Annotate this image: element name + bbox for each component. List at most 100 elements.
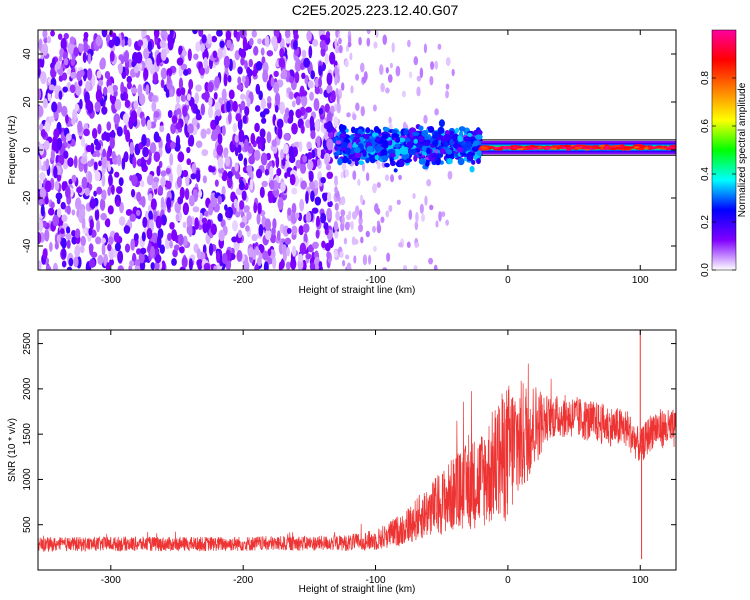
spectrogram-cell [201, 34, 207, 44]
spectrogram-cell [283, 133, 291, 141]
spectrogram-cell [200, 128, 207, 139]
spectrogram-cell [449, 130, 454, 136]
spectrogram-cell [248, 58, 253, 68]
snr-x-tick-label: 0 [505, 575, 511, 586]
spectrogram-cell [608, 147, 617, 150]
spectrogram-cell [259, 111, 265, 118]
spectrogram-cell [143, 67, 149, 81]
spectrogram-cell [293, 39, 298, 50]
spectrogram-cell [170, 123, 177, 135]
colorbar-tick-label: 0.8 [700, 71, 711, 85]
spectrogram-cell [176, 176, 183, 188]
spectrogram-cell [274, 92, 281, 106]
spectrogram-cell [284, 107, 290, 117]
spectrogram-cell [306, 141, 312, 150]
spectrogram-cell [408, 71, 413, 79]
snr-y-tick-label: 1500 [22, 423, 33, 446]
spectrogram-cell [377, 128, 382, 134]
spectrogram-cell [169, 30, 174, 40]
spectrogram-cell [53, 165, 58, 179]
spectrogram-cell [372, 183, 377, 194]
colorbar-label: Normalized spectral amplitude [737, 82, 748, 217]
spectrogram-cell [192, 30, 198, 35]
spectrogram-cell [348, 210, 352, 218]
spectrogram-cell [261, 117, 267, 124]
spectrogram-cell [151, 181, 158, 190]
snr-y-tick-label: 2500 [22, 332, 33, 355]
spectrogram-cell [123, 124, 128, 136]
spectrogram-cell [414, 242, 420, 248]
spectrogram-cell [63, 58, 69, 66]
spectrogram-cell [38, 67, 41, 77]
spectrogram-cell [305, 211, 312, 223]
spectrogram-cell [123, 51, 129, 64]
spectrogram-cell [178, 77, 184, 91]
spectrogram-cell [347, 159, 352, 165]
spectrogram-cell [303, 57, 311, 68]
spectrogram-cell [88, 227, 93, 236]
spectrogram-cell [87, 171, 93, 184]
spectrogram-cell [418, 125, 424, 131]
spectrogram-cell [353, 147, 361, 154]
spectrogram-cell [141, 38, 149, 49]
spectrogram-cell [126, 75, 133, 84]
spectrogram-cell [223, 147, 229, 159]
spectrogram-cell [94, 208, 100, 221]
spectrogram-cell [310, 70, 316, 80]
spectrogram-cell [446, 149, 453, 155]
spectrogram-cell [286, 246, 290, 257]
spectrogram-cell [260, 98, 266, 110]
spectrogram-cell [280, 181, 286, 192]
spectrogram-cell [52, 262, 59, 270]
spectrogram-cell [88, 243, 94, 253]
spectrogram-cell [426, 179, 432, 187]
spectrogram-cell [326, 171, 334, 180]
spectrogram-cell [99, 59, 105, 70]
spectrogram-cell [114, 242, 121, 252]
spectrogram-cell [281, 244, 287, 254]
spectrogram-cell [236, 83, 244, 91]
spectrogram-cell [133, 100, 139, 110]
spectrogram-cell [531, 145, 539, 148]
spectrogram-cell [168, 67, 173, 77]
spectrogram-cell [376, 223, 382, 234]
spectrogram-cell [299, 242, 307, 255]
spectrogram-cell [318, 76, 322, 88]
spectrogram-cell [175, 122, 182, 130]
spectrogram-cell [429, 75, 434, 86]
spectrogram-cell [65, 233, 72, 241]
spectrogram-cell [412, 192, 416, 199]
spectrogram-cell [131, 174, 138, 187]
spectrogram-cell [65, 133, 72, 142]
spectrogram-cell [334, 74, 338, 86]
spectrogram-cell [241, 75, 246, 84]
spectrogram-cell [91, 74, 96, 87]
spectrogram-cell [118, 62, 123, 75]
spectrogram-cell [188, 79, 194, 90]
spectrogram-cell [271, 139, 278, 147]
spectrogram-cell [63, 150, 69, 159]
spectrogram-cell [316, 158, 321, 166]
spectrogram-cell [354, 159, 359, 167]
spectrogram-cell [286, 227, 292, 235]
spectrogram-cell [217, 48, 223, 60]
spectrogram-cell [61, 260, 67, 268]
spectrogram-cell [180, 93, 187, 102]
spectrogram-cell [85, 80, 91, 92]
spectrogram-cell [158, 160, 163, 169]
spectrogram-cell [217, 195, 223, 205]
spectrogram-cell [184, 188, 190, 201]
spectrogram-cell [60, 201, 66, 210]
spectrogram-cell [334, 64, 338, 76]
spectrogram-cell [305, 253, 312, 260]
spectrogram-cell [636, 147, 645, 151]
spectrogram-cell [94, 101, 101, 113]
spectrogram-cell [107, 163, 111, 172]
spectrogram-cell [291, 245, 297, 257]
spectrogram-cell [179, 246, 185, 254]
spectrogram-cell [312, 39, 319, 47]
spectrogram-cell [353, 255, 357, 264]
spectrogram-cell [275, 155, 280, 169]
spectrogram-cell [502, 146, 511, 150]
spectrogram-cell [335, 210, 340, 221]
